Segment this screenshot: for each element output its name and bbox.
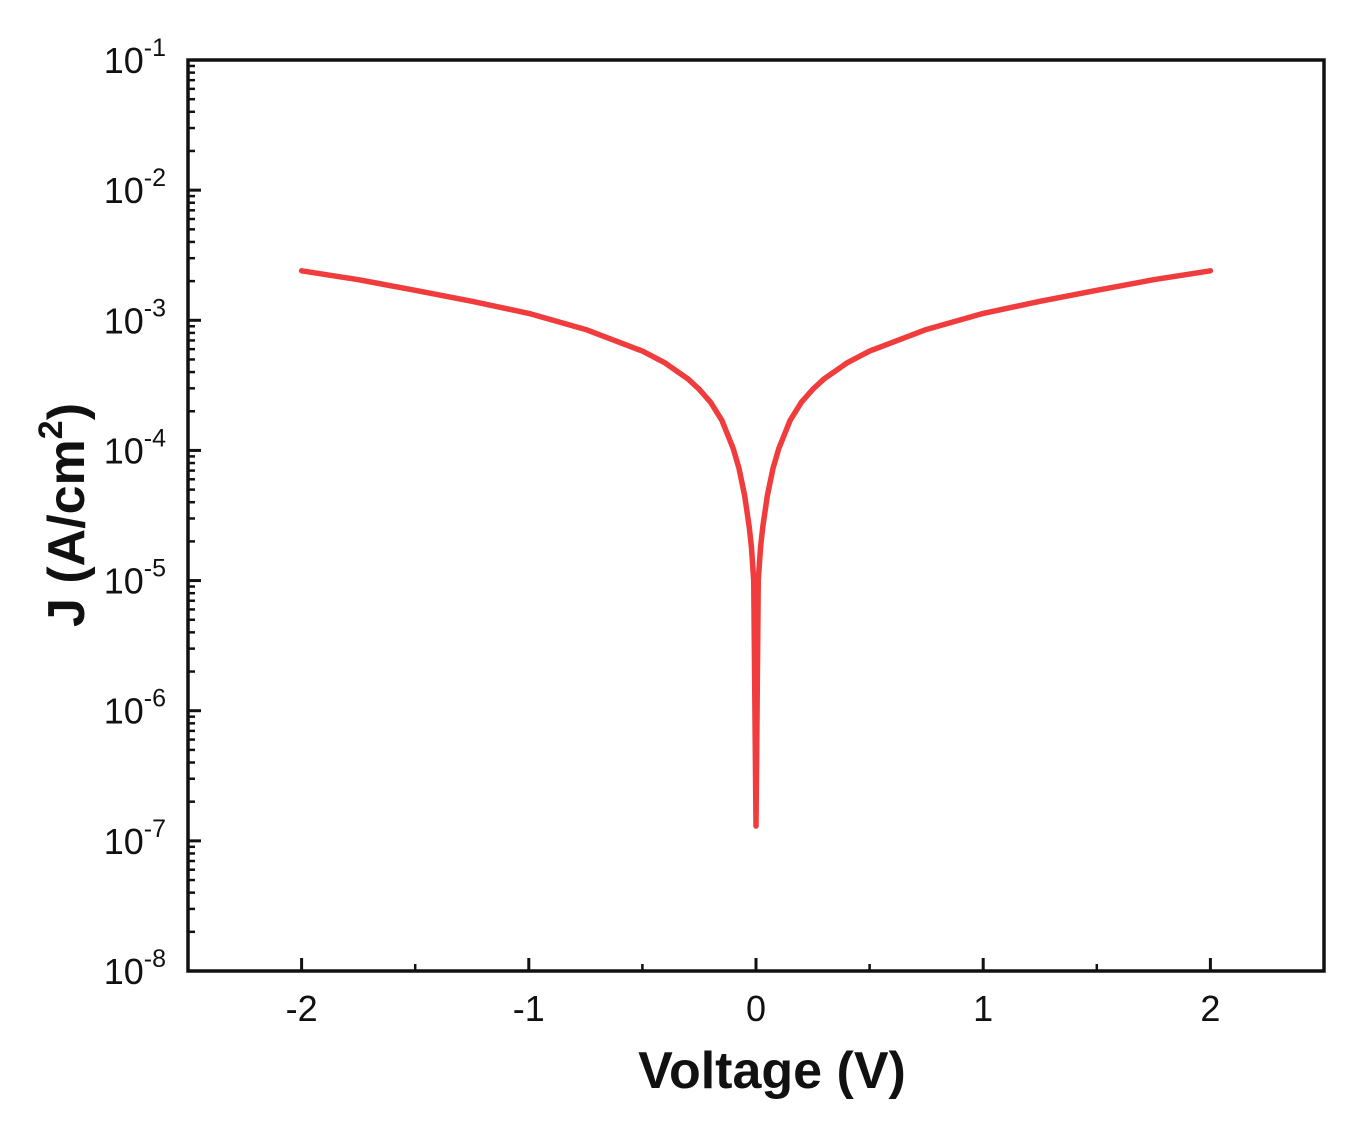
y-tick-label-base: 10 [104,300,144,341]
y-tick-label: 10-7 [104,815,166,862]
x-axis-title: Voltage (V) [638,1042,906,1100]
y-tick-label-base: 10 [104,821,144,862]
y-tick-label-exponent: -1 [144,34,166,62]
y-tick-label-exponent: -2 [144,164,166,192]
y-tick-label: 10-4 [104,424,166,471]
x-tick-labels: -2 -1 0 1 2 [286,988,1221,1029]
x-tick-label: -1 [513,988,545,1029]
y-tick-label: 10-5 [104,555,166,602]
y-tick-label-exponent: -4 [144,424,166,452]
x-ticks [186,958,1326,971]
y-tick-label-base: 10 [104,951,144,992]
y-tick-label-exponent: -8 [144,945,166,973]
y-tick-label-base: 10 [104,170,144,211]
x-tick-label: -2 [286,988,318,1029]
y-tick-labels: 10-110-210-310-410-510-610-710-8 [104,34,166,992]
y-tick-label-base: 10 [104,40,144,81]
y-axis-title-close: ) [38,403,96,420]
y-tick-label-base: 10 [104,430,144,471]
y-tick-label-exponent: -5 [144,555,166,583]
x-tick-label: 1 [973,988,993,1029]
y-tick-label: 10-2 [104,164,166,211]
y-major-ticks [188,58,201,973]
x-tick-label: 0 [746,988,766,1029]
y-axis-title-main: J (A/cm [38,439,96,627]
series-line-0 [298,268,1214,829]
y-tick-label: 10-1 [104,34,166,81]
y-tick-label-exponent: -7 [144,815,166,843]
x-tick-label: 2 [1200,988,1220,1029]
series-layer [298,268,1214,829]
y-tick-label: 10-6 [104,685,166,732]
plot-frame [186,58,1326,973]
y-minor-ticks [188,64,195,934]
y-tick-label: 10-3 [104,294,166,341]
y-tick-label: 10-8 [104,945,166,992]
y-axis-title: J (A/cm2) [32,403,96,627]
y-tick-label-exponent: -6 [144,685,166,713]
y-tick-label-base: 10 [104,561,144,602]
y-tick-label-exponent: -3 [144,294,166,322]
y-axis-title-superscript: 2 [32,420,70,439]
y-tick-label-base: 10 [104,691,144,732]
